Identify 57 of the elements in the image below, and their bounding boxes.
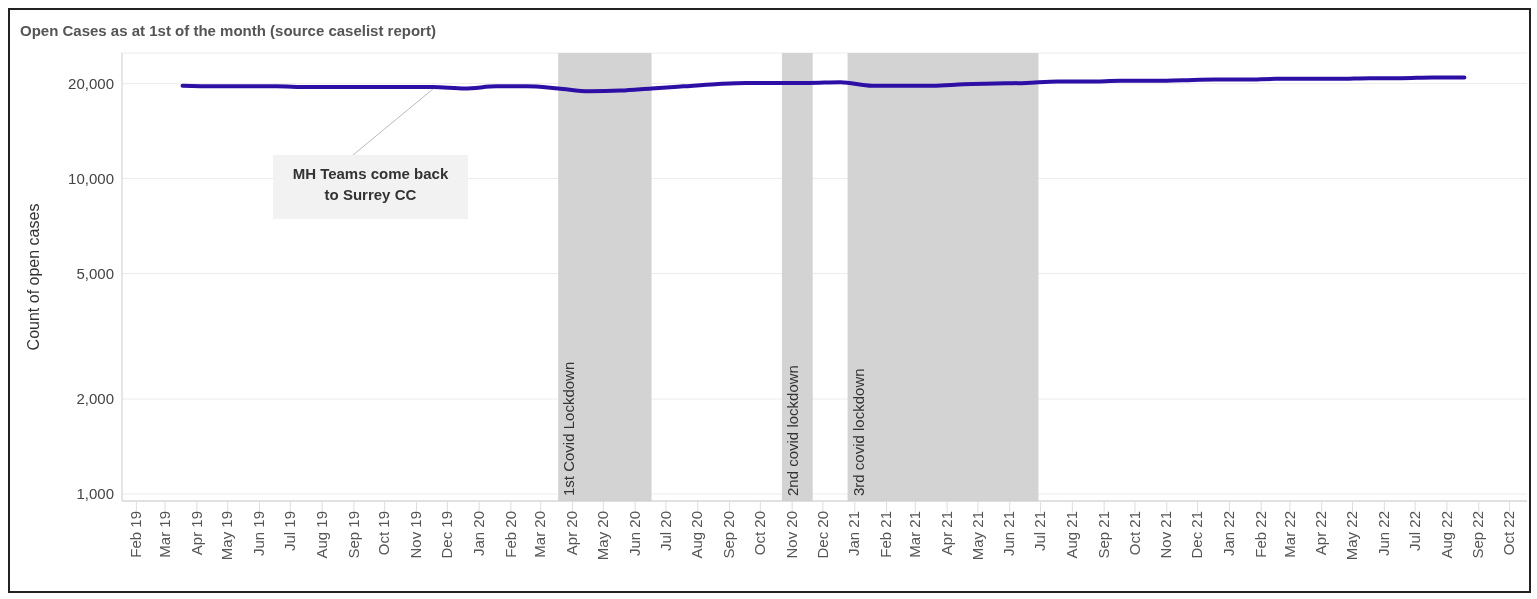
x-tick-label: Jun 22 bbox=[1374, 511, 1392, 557]
x-tick-label: Mar 19 bbox=[155, 511, 173, 558]
x-tick-label: Sep 22 bbox=[1469, 511, 1487, 559]
band-label: 3rd covid lockdown bbox=[849, 368, 867, 496]
x-tick-label: Apr 22 bbox=[1312, 511, 1330, 556]
x-tick-label: Jul 19 bbox=[280, 511, 298, 552]
band-label: 1st Covid Lockdown bbox=[560, 361, 578, 496]
x-tick-label: May 21 bbox=[968, 511, 986, 561]
y-tick-label: 1,000 bbox=[76, 485, 114, 503]
y-tick-label: 2,000 bbox=[76, 390, 114, 408]
y-tick-label: 5,000 bbox=[76, 264, 114, 282]
x-tick-label: Aug 21 bbox=[1063, 511, 1080, 559]
x-tick-label: Sep 19 bbox=[344, 511, 362, 559]
x-tick-label: Jul 22 bbox=[1405, 511, 1423, 552]
x-tick-label: Oct 21 bbox=[1125, 511, 1143, 556]
x-tick-label: Mar 20 bbox=[531, 511, 549, 558]
x-tick-label: Dec 21 bbox=[1188, 511, 1206, 559]
x-tick-label: May 20 bbox=[593, 511, 611, 561]
x-tick-label: Feb 22 bbox=[1251, 511, 1269, 558]
x-tick-label: Aug 22 bbox=[1437, 511, 1455, 559]
x-tick-label: Jun 19 bbox=[250, 511, 268, 557]
x-tick-label: Jul 21 bbox=[1031, 511, 1049, 552]
x-tick-label: Nov 19 bbox=[407, 511, 425, 559]
y-tick-label: 10,000 bbox=[68, 169, 114, 187]
x-tick-label: Nov 21 bbox=[1157, 511, 1175, 559]
x-tick-label: Dec 20 bbox=[813, 511, 831, 559]
x-tick-label: Aug 20 bbox=[688, 511, 706, 559]
x-tick-label: Feb 21 bbox=[877, 511, 895, 558]
x-tick-label: Oct 22 bbox=[1500, 511, 1518, 556]
x-tick-label: May 19 bbox=[218, 511, 236, 561]
x-tick-label: Apr 20 bbox=[563, 511, 581, 556]
x-tick-label: Jan 21 bbox=[845, 511, 863, 557]
annotation: MH Teams come back to Surrey CC bbox=[291, 164, 450, 206]
x-tick-label: Sep 21 bbox=[1094, 511, 1112, 559]
x-tick-label: Jun 20 bbox=[625, 511, 643, 557]
x-tick-label: Aug 19 bbox=[312, 511, 330, 559]
x-tick-label: Oct 20 bbox=[751, 511, 769, 556]
x-tick-label: Feb 19 bbox=[127, 511, 145, 558]
x-tick-label: Jul 20 bbox=[656, 511, 674, 552]
y-tick-label: 20,000 bbox=[68, 74, 114, 92]
y-axis-title: Count of open cases bbox=[24, 203, 42, 351]
line-series bbox=[180, 75, 1467, 94]
x-tick-label: Apr 21 bbox=[937, 511, 955, 556]
x-tick-label: Jun 21 bbox=[1000, 511, 1018, 557]
x-tick-label: Apr 19 bbox=[187, 511, 205, 556]
x-tick-label: Sep 20 bbox=[720, 511, 738, 559]
x-tick-label: Oct 19 bbox=[375, 511, 393, 556]
x-tick-label: Nov 20 bbox=[782, 511, 800, 559]
x-tick-label: Feb 20 bbox=[501, 511, 519, 558]
chart-title: Open Cases as at 1st of the month (source caselist report) bbox=[20, 22, 436, 39]
x-tick-label: Jan 22 bbox=[1220, 511, 1238, 557]
x-tick-label: Dec 19 bbox=[437, 511, 455, 559]
band-label: 2nd covid lockdown bbox=[783, 365, 801, 496]
x-tick-label: Mar 21 bbox=[905, 511, 923, 558]
x-tick-label: May 22 bbox=[1343, 511, 1361, 561]
x-tick-label: Mar 22 bbox=[1280, 511, 1298, 558]
x-tick-label: Jan 20 bbox=[469, 511, 487, 557]
